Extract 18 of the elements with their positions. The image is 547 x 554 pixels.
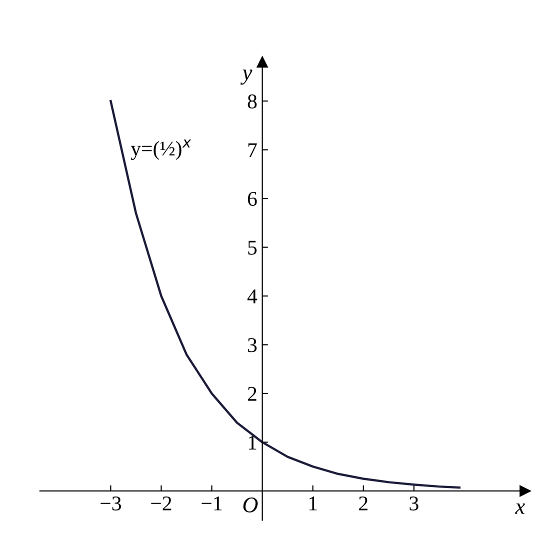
x-tick-label: −2 [151, 496, 172, 510]
annotation: y=(½)$^{x}$ [130, 139, 192, 160]
y-tick-label: 2 [248, 386, 256, 401]
y-tick-label: 4 [247, 290, 258, 304]
x-tick-label: 1 [309, 496, 317, 510]
x-tick-label: −3 [100, 496, 121, 510]
y-tick-label: 8 [248, 94, 257, 108]
annotation: O [243, 498, 258, 512]
y-tick-label: 1 [248, 436, 256, 450]
y-tick-label: 6 [248, 192, 257, 206]
y-tick-label: 3 [248, 338, 257, 352]
y-axis-title: y [240, 70, 252, 85]
x-tick-label: 3 [410, 496, 418, 510]
y-tick-label: 7 [248, 143, 257, 158]
x-axis-title: x [514, 503, 525, 514]
x-tick-label: 2 [359, 496, 368, 510]
x-tick-label: −1 [202, 496, 222, 510]
y-tick-label: 5 [248, 240, 257, 255]
